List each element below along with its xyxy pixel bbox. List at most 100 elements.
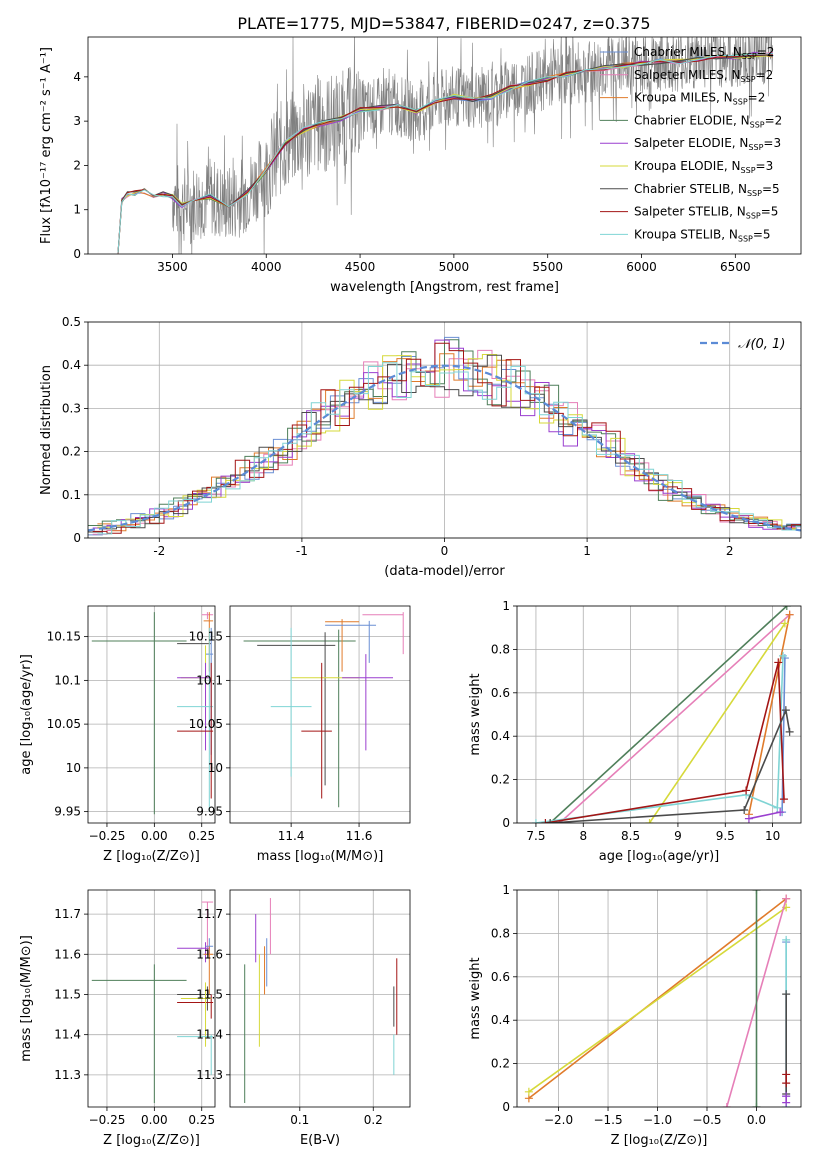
axes-layer: 3500 4000 4500 5000 5500 6000 6500 0 1 2 3 4 wavelen… bbox=[39, 36, 802, 295]
weight-marker-kroupa_stelib bbox=[531, 819, 540, 823]
point-kroupa_elodie bbox=[180, 982, 212, 1047]
weight-line-kroupa_miles bbox=[528, 898, 787, 1099]
legend-count: =2 bbox=[757, 45, 775, 59]
y-axis-label: Flux [fλ10⁻¹⁷ erg cm⁻² s⁻¹ A⁻¹] bbox=[39, 47, 54, 244]
plot-layer bbox=[531, 606, 794, 823]
axes-frame bbox=[229, 605, 411, 824]
legend-subscript: SSP bbox=[750, 120, 765, 129]
axes-frame bbox=[87, 889, 216, 1108]
point-kroupa_stelib bbox=[177, 1034, 214, 1075]
x-tick-label: 0.00 bbox=[141, 829, 168, 843]
point-salpeter_elodie bbox=[177, 942, 210, 963]
legend-name: Salpeter STELIB, N bbox=[634, 205, 746, 219]
legend-label-kroupa_stelib: Kroupa STELIB, NSSP=5 bbox=[634, 227, 771, 243]
y-tick-label: 1 bbox=[502, 883, 510, 897]
panel-residuals: -2 -1 0 1 2 0 0.1 0.2 0.3 0.4 0.5 (data-model)/erro… bbox=[39, 315, 802, 579]
legend-subscript: SSP bbox=[746, 212, 761, 221]
axes-frame bbox=[229, 889, 411, 1108]
x-tick-label: -2 bbox=[153, 544, 165, 558]
x-tick-label: 0.1 bbox=[290, 1113, 309, 1127]
point-kroupa_stelib bbox=[270, 627, 312, 777]
y-tick-label: 0.8 bbox=[491, 926, 510, 940]
normal-curve bbox=[88, 364, 801, 532]
weight-marker-salpeter_stelib bbox=[782, 1079, 791, 1088]
weight-marker-salpeter_elodie bbox=[744, 814, 753, 823]
panel-mass_weight_vs_age: 7.5 8 8.5 9 9.5 10 0 0.2 0.4 0.6 0.8 1 age [log₁₀(ag… bbox=[468, 599, 802, 864]
y-tick-label: 10.15 bbox=[47, 630, 81, 644]
x-tick-label: 0.0 bbox=[747, 1113, 766, 1127]
weight-marker-kroupa_stelib bbox=[779, 651, 788, 660]
point-salpeter_elodie bbox=[342, 654, 394, 751]
y-tick-label: 1 bbox=[502, 599, 510, 613]
x-tick-label: −0.5 bbox=[692, 1113, 721, 1127]
legend-label-chabrier_elodie: Chabrier ELODIE, NSSP=2 bbox=[634, 113, 782, 129]
legend-name: Chabrier ELODIE, N bbox=[634, 113, 750, 127]
point-salpeter_miles bbox=[201, 901, 214, 955]
grid-layer bbox=[230, 890, 410, 1107]
axes-frame bbox=[516, 605, 802, 824]
x-tick-label: 0.2 bbox=[364, 1113, 383, 1127]
plot-layer bbox=[117, 37, 773, 254]
point-chabrier_elodie bbox=[91, 612, 187, 815]
y-tick-label: 2 bbox=[73, 158, 81, 172]
legend-name: Salpeter MILES, N bbox=[634, 68, 741, 82]
axes-frame bbox=[87, 605, 216, 824]
weight-line-chabrier_stelib bbox=[550, 707, 791, 823]
x-tick-label: −1.5 bbox=[593, 1113, 622, 1127]
legend-label-salpeter_stelib: Salpeter STELIB, NSSP=5 bbox=[634, 205, 778, 221]
y-tick-label: 0.2 bbox=[62, 445, 81, 459]
y-tick-label: 0.5 bbox=[62, 315, 81, 329]
legend-label-kroupa_elodie: Kroupa ELODIE, NSSP=3 bbox=[634, 159, 773, 175]
legend-subscript: SSP bbox=[741, 75, 756, 84]
x-tick-label: 2 bbox=[726, 544, 734, 558]
legend-subscript: SSP bbox=[738, 234, 753, 243]
model-spectrum-kroupa_stelib bbox=[117, 53, 773, 253]
point-salpeter_stelib bbox=[177, 662, 214, 799]
weight-marker-kroupa_miles bbox=[785, 610, 794, 619]
legend-subscript: SSP bbox=[747, 189, 762, 198]
plot-layer bbox=[524, 890, 791, 1107]
legend-label-chabrier_stelib: Chabrier STELIB, NSSP=5 bbox=[634, 182, 780, 198]
axes-frame bbox=[87, 321, 802, 539]
plot-layer bbox=[91, 612, 214, 815]
axes-layer: 0.1 0.2 11.3 11.4 11.5 11.6 11.7 E(B-V) bbox=[196, 889, 411, 1148]
y-tick-label: 0.4 bbox=[62, 358, 81, 372]
weight-marker-salpeter_stelib bbox=[774, 658, 783, 667]
x-axis-label: Z [log₁₀(Z/Z⊙)] bbox=[103, 849, 200, 864]
weight-marker-kroupa_stelib bbox=[782, 935, 791, 944]
legend-count: =5 bbox=[753, 227, 771, 241]
y-tick-label: 0.3 bbox=[62, 401, 81, 415]
y-tick-label: 11.6 bbox=[196, 947, 223, 961]
y-tick-label: 4 bbox=[73, 70, 81, 84]
residual-hist-kroupa_stelib bbox=[97, 362, 801, 535]
y-tick-label: 9.95 bbox=[54, 805, 81, 819]
panel-mass_weight_vs_Z: −2.0 −1.5 −1.0 −0.5 0.0 0 0.2 0.4 0.6 0.8 1 Z [log₁… bbox=[468, 883, 802, 1148]
panel-mass_vs_EBV: 0.1 0.2 11.3 11.4 11.5 11.6 11.7 E(B-V) bbox=[196, 889, 411, 1148]
weight-line-salpeter_elodie bbox=[748, 811, 781, 820]
y-tick-label: 11.4 bbox=[54, 1028, 81, 1042]
y-tick-label: 0 bbox=[73, 247, 81, 261]
point-chabrier_elodie bbox=[91, 964, 187, 1103]
y-tick-label: 0.6 bbox=[491, 686, 510, 700]
x-tick-label: 7.5 bbox=[526, 829, 545, 843]
y-tick-label: 0.4 bbox=[491, 1013, 510, 1027]
point-salpeter_stelib bbox=[301, 662, 332, 799]
x-tick-label: 11.6 bbox=[346, 829, 373, 843]
x-axis-label: Z [log₁₀(Z/Z⊙)] bbox=[103, 1133, 200, 1148]
x-tick-label: 11.4 bbox=[278, 829, 305, 843]
y-tick-label: 9.95 bbox=[196, 805, 223, 819]
normal-legend-label: 𝒩(0, 1) bbox=[738, 337, 785, 352]
legend-name: Chabrier MILES, N bbox=[634, 45, 742, 59]
x-tick-label: -1 bbox=[296, 544, 308, 558]
grid-layer bbox=[88, 606, 215, 823]
legend-count: =5 bbox=[761, 205, 779, 219]
plot-layer bbox=[88, 336, 801, 536]
legend-count: =3 bbox=[756, 159, 774, 173]
y-tick-label: 11.3 bbox=[54, 1068, 81, 1082]
weight-marker-kroupa_elodie bbox=[645, 819, 654, 823]
weight-marker-kroupa_stelib bbox=[773, 803, 782, 812]
figure-title: PLATE=1775, MJD=53847, FIBERID=0247, z=0… bbox=[237, 14, 650, 33]
weight-marker-chabrier_elodie bbox=[752, 1103, 761, 1107]
